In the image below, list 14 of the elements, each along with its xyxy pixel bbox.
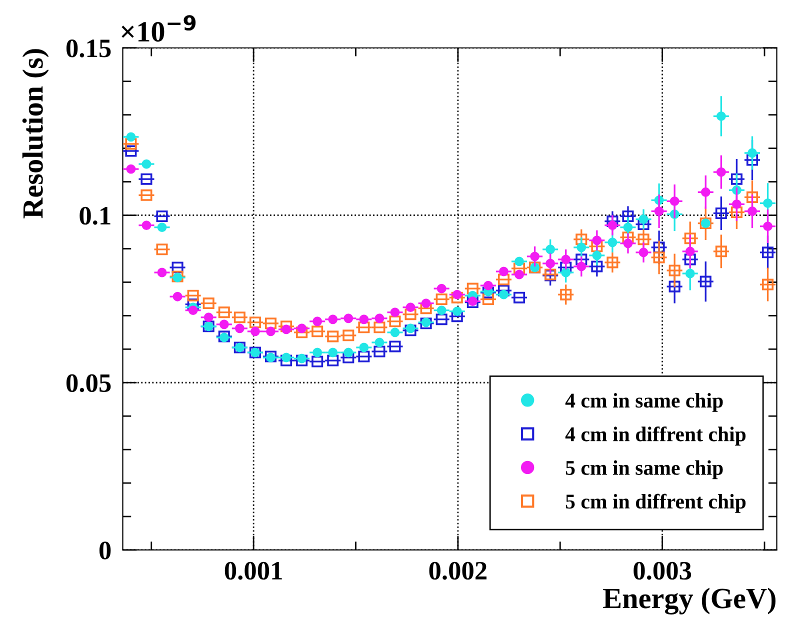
text: ×10$^{−9}$ — [122, 15, 196, 42]
legend-label: 4 cm in same chip — [565, 392, 723, 412]
y-tick-label: 0.05 — [66, 374, 111, 392]
y-tick-label: 0 — [99, 542, 111, 560]
x-tick-label: 0.001 — [224, 562, 282, 580]
x-axis-title: Energy (GeV) — [603, 588, 776, 614]
legend-label: 5 cm in diffrent chip — [566, 494, 746, 513]
y-tick-label: 0.1 — [80, 206, 110, 225]
y-axis-title: Resolution (s) — [22, 49, 49, 218]
x-tick-label: 0.003 — [634, 562, 692, 580]
legend-label: 4 cm in diffrent chip — [565, 426, 746, 446]
x-tick-label: 0.002 — [429, 562, 486, 580]
y-tick-label: 0.15 — [66, 39, 111, 58]
legend-label: 5 cm in same chip — [566, 460, 723, 480]
